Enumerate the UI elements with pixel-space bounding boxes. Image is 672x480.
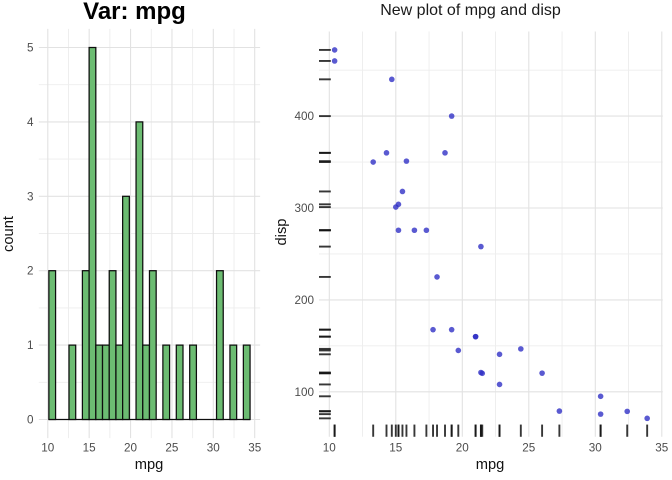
y-tick-label: 0 <box>27 414 34 427</box>
histogram-bar <box>68 344 77 421</box>
histogram-bar <box>189 344 198 421</box>
x-tick-label: 30 <box>207 442 221 455</box>
scatter-point <box>448 113 455 119</box>
scatter-point <box>399 188 406 195</box>
scatter-point <box>597 393 604 400</box>
histogram-bar <box>215 270 224 421</box>
scatter-point <box>423 227 430 234</box>
y-tick-label: 1 <box>27 339 34 352</box>
y-tick-label: 4 <box>27 116 34 129</box>
y-tick-label: 2 <box>27 265 34 278</box>
scatter-panel: 100 200 300 400 10 15 20 25 30 35 <box>294 31 669 455</box>
scatter-point <box>644 415 650 422</box>
y-tick-label: 3 <box>27 190 34 203</box>
scatter-point <box>430 326 436 333</box>
x-tick-label: 25 <box>165 442 179 455</box>
scatter-xlabel: mpg <box>475 456 505 473</box>
histogram-bar <box>148 270 157 421</box>
y-tick-label: 100 <box>294 386 314 399</box>
y-tick-label: 400 <box>294 110 314 123</box>
histogram-title: Var: mpg <box>83 0 186 25</box>
x-tick-label: 10 <box>323 442 337 455</box>
x-tick-label: 15 <box>389 442 403 455</box>
histogram-bar <box>162 344 171 421</box>
histogram-xlabel: mpg <box>134 456 164 473</box>
x-tick-label: 25 <box>522 442 536 455</box>
scatter-ylabel: disp <box>274 218 290 246</box>
x-tick-label: 35 <box>655 442 669 455</box>
y-tick-label: 300 <box>294 202 314 215</box>
scatter-point <box>370 159 376 165</box>
y-tick-label: 5 <box>27 42 34 55</box>
histogram-bar <box>175 344 184 421</box>
scatter-point <box>496 381 503 388</box>
scatter-point <box>624 408 631 415</box>
scatter-point <box>442 150 448 156</box>
scatter-title: New plot of mpg and disp <box>380 2 561 19</box>
histogram-bar <box>242 344 251 421</box>
x-tick-label: 35 <box>248 442 262 455</box>
x-tick-label: 30 <box>589 442 603 455</box>
x-tick-label: 15 <box>83 442 97 455</box>
scatter-point <box>389 76 395 83</box>
scatter-point <box>472 333 479 340</box>
scatter-point <box>393 204 399 210</box>
scatter-point <box>455 347 462 354</box>
histogram-bar <box>48 270 57 421</box>
scatter-point <box>496 351 503 358</box>
scatter-point <box>539 370 545 376</box>
histogram-ylabel: count <box>1 216 17 252</box>
histogram-bar <box>229 344 238 421</box>
scatter-point <box>331 58 338 64</box>
scatter-point <box>331 47 338 53</box>
scatter-point <box>448 326 455 333</box>
scatter-point <box>383 150 390 156</box>
histogram-bar <box>135 121 144 421</box>
x-tick-label: 20 <box>456 442 470 455</box>
y-tick-label: 200 <box>294 294 314 307</box>
scatter-point <box>434 274 440 280</box>
scatter-point <box>478 243 484 250</box>
histogram-bar <box>88 46 97 421</box>
scatter-point <box>395 227 402 234</box>
scatter-point <box>411 227 418 234</box>
scatter-point <box>518 346 524 352</box>
x-tick-label: 10 <box>41 442 55 455</box>
x-tick-label: 20 <box>124 442 138 455</box>
scatter-point <box>478 369 484 376</box>
scatter-point <box>597 411 604 417</box>
scatter-point <box>556 408 563 414</box>
scatter-point <box>403 158 410 164</box>
histogram-bar <box>122 195 130 421</box>
histogram-panel: 0 1 2 3 4 5 10 15 20 25 30 35 <box>27 28 262 455</box>
